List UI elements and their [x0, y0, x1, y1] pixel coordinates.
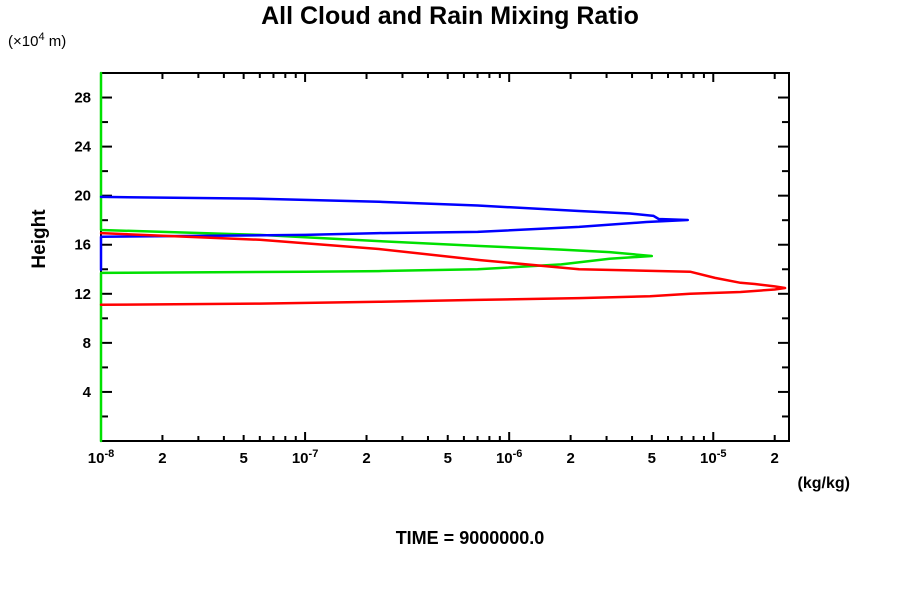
- green-line: [99, 71, 654, 443]
- x-tick-label: 10-8: [88, 448, 114, 467]
- y-tick-label: 16: [74, 237, 91, 254]
- chart-title: All Cloud and Rain Mixing Ratio: [261, 2, 639, 30]
- y-units-prefix: (×10: [8, 33, 39, 50]
- blue-line: [99, 195, 690, 272]
- x-tick-label: 10-6: [496, 448, 522, 467]
- x-tick-label: 2: [566, 450, 574, 467]
- y-units-exponent: 4: [38, 31, 45, 43]
- y-tick-label: 4: [83, 384, 92, 401]
- y-units-suffix: m): [44, 33, 67, 50]
- y-tick-label: 24: [74, 139, 91, 156]
- x-tick-label: 5: [648, 450, 656, 467]
- x-tick-label: 10-7: [292, 448, 318, 467]
- x-tick-label: 5: [239, 450, 247, 467]
- x-tick-label: 5: [444, 450, 452, 467]
- time-label: TIME = 9000000.0: [395, 528, 545, 548]
- x-tick-label: 2: [158, 450, 166, 467]
- x-axis-units: (kg/kg): [797, 475, 850, 492]
- y-tick-label: 28: [74, 90, 91, 107]
- y-axis-units: (×104 m): [8, 31, 67, 51]
- y-tick-label: 8: [83, 335, 91, 352]
- x-tick-label: 2: [362, 450, 370, 467]
- red-line: [99, 231, 787, 307]
- y-tick-label: 12: [74, 286, 91, 303]
- y-tick-label: 20: [74, 188, 91, 205]
- x-tick-label: 2: [771, 450, 779, 467]
- x-tick-label: 10-5: [700, 448, 726, 467]
